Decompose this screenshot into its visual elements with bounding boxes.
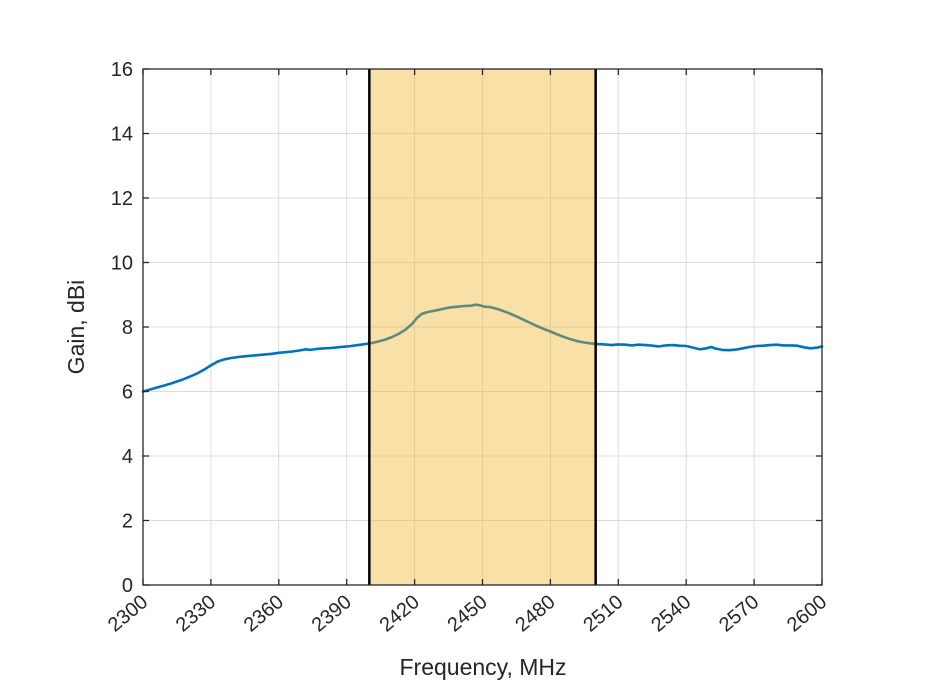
x-axis-label: Frequency, MHz: [399, 654, 566, 680]
y-tick-label: 8: [122, 317, 133, 339]
highlight-band: [369, 69, 596, 585]
x-tick-label: 2420: [376, 591, 424, 636]
y-tick-label: 14: [111, 124, 133, 146]
y-axis-label: Gain, dBi: [63, 280, 89, 375]
x-tick-label: 2600: [783, 591, 831, 636]
x-tick-label: 2510: [579, 591, 627, 636]
x-tick-label: 2480: [511, 591, 559, 636]
x-tick-label: 2390: [308, 591, 356, 636]
series-layer: [141, 303, 824, 393]
tick-mark-layer: [142, 68, 823, 586]
x-tick-label: 2450: [443, 591, 491, 636]
y-tick-label: 2: [122, 511, 133, 533]
x-tick-label: 2300: [104, 591, 152, 636]
x-tick-label: 2540: [647, 591, 695, 636]
y-tick-label: 6: [122, 382, 133, 404]
y-tick-label: 12: [111, 188, 133, 210]
y-tick-label: 4: [122, 446, 133, 468]
x-tick-label: 2360: [240, 591, 288, 636]
x-tick-label: 2330: [172, 591, 220, 636]
y-tick-label: 10: [111, 253, 133, 275]
highlight-band-layer: [368, 69, 597, 585]
y-tick-label: 0: [122, 575, 133, 597]
x-tick-label: 2570: [715, 591, 763, 636]
gain-curve: [141, 303, 824, 393]
y-tick-label: 16: [111, 59, 133, 81]
